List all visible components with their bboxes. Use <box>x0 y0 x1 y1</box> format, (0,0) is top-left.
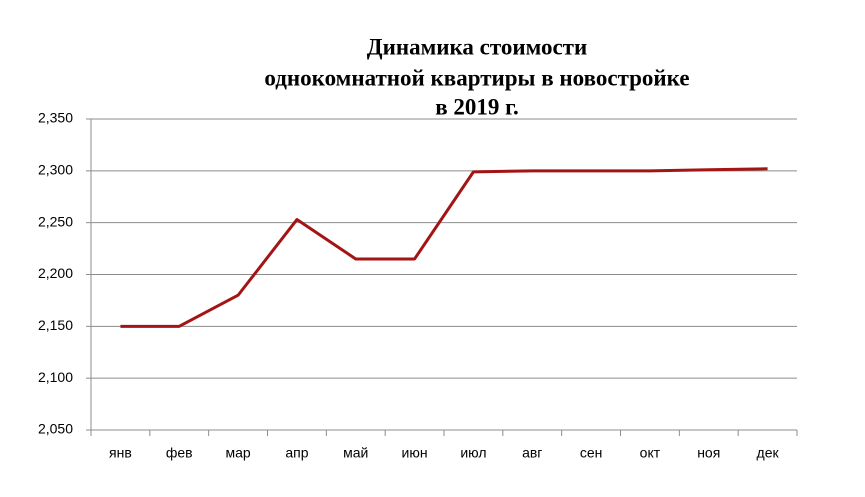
x-tick-label: июн <box>402 445 428 461</box>
x-tick-label: авг <box>522 445 542 461</box>
chart-title: Динамика стоимости <box>367 34 587 59</box>
y-tick-label: 2,250 <box>38 213 73 229</box>
y-tick-label: 2,150 <box>38 317 73 333</box>
chart-title: однокомнатной квартиры в новостройке <box>264 65 689 90</box>
x-tick-label: янв <box>109 445 132 461</box>
y-tick-label: 2,200 <box>38 265 73 281</box>
x-tick-label: ноя <box>697 445 720 461</box>
x-tick-label: дек <box>757 445 780 461</box>
x-tick-label: окт <box>640 445 661 461</box>
x-tick-label: май <box>343 445 368 461</box>
chart-title: в 2019 г. <box>435 94 519 119</box>
x-tick-label: апр <box>285 445 308 461</box>
y-tick-label: 2,300 <box>38 162 73 178</box>
x-tick-label: фев <box>166 445 193 461</box>
y-tick-label: 2,100 <box>38 369 73 385</box>
data-line <box>120 167 768 328</box>
y-tick-label: 2,050 <box>38 421 73 437</box>
x-tick-label: сен <box>580 445 603 461</box>
x-tick-label: июл <box>460 445 486 461</box>
y-tick-label: 2,350 <box>38 110 73 126</box>
x-tick-label: мар <box>225 445 250 461</box>
